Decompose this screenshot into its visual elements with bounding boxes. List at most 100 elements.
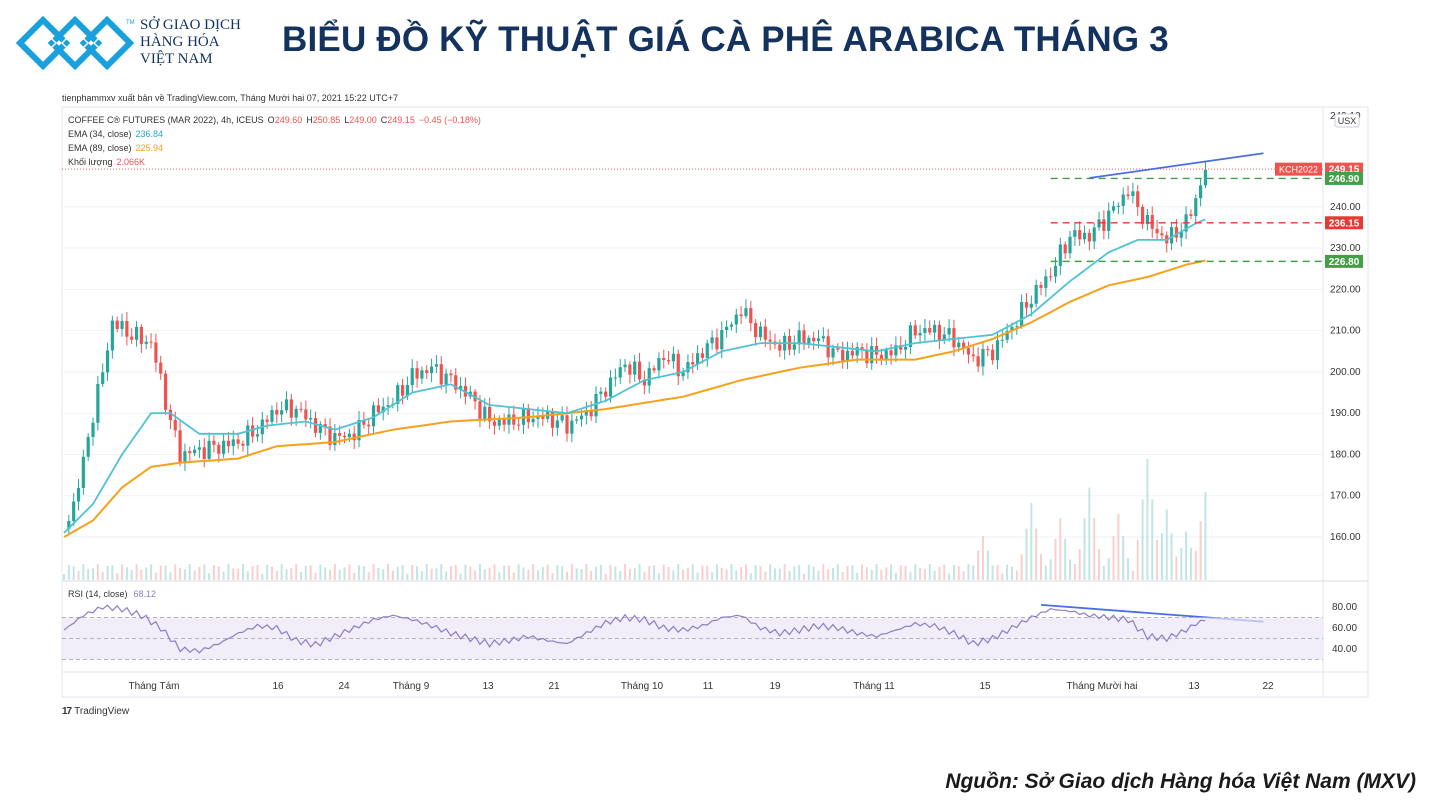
candle-body <box>744 308 748 317</box>
volume-bar <box>952 565 955 580</box>
candle-body <box>449 373 453 376</box>
currency-badge[interactable]: USX <box>1334 113 1360 128</box>
candle-body <box>313 418 318 433</box>
candle-body <box>845 350 850 361</box>
volume-bar <box>972 565 975 580</box>
candle-body <box>192 449 197 454</box>
volume-bar <box>609 564 612 580</box>
volume-bar <box>735 570 738 580</box>
candle-body <box>986 349 990 351</box>
volume-bar <box>798 564 801 580</box>
candle-body <box>681 372 685 377</box>
volume-bar <box>116 573 119 580</box>
volume-bar <box>812 566 815 580</box>
volume-bar <box>744 564 747 580</box>
y-tick-label: 220.00 <box>1330 284 1361 295</box>
volume-bar <box>638 564 641 580</box>
candle-body <box>555 420 559 428</box>
volume-bar <box>677 564 680 580</box>
candle-body <box>517 424 521 426</box>
candle-body <box>836 348 840 350</box>
volume-bar <box>783 564 786 580</box>
volume-bar <box>904 565 907 580</box>
logo-line-1: SỞ GIAO DỊCH <box>140 17 241 33</box>
volume-bar <box>682 569 685 580</box>
y-tick-label: 180.00 <box>1330 449 1361 460</box>
candle-body <box>1150 214 1154 229</box>
candle-body <box>304 409 308 420</box>
candle-body <box>488 406 492 422</box>
candle-body <box>971 354 975 357</box>
tradingview-brand[interactable]: 17 TradingView <box>62 706 129 717</box>
candle-body <box>1015 326 1019 328</box>
candle-body <box>594 393 598 417</box>
volume-bar <box>536 570 539 580</box>
volume-bar <box>653 565 656 580</box>
candle-body <box>1179 231 1183 238</box>
volume-bar <box>856 572 859 580</box>
volume-bar <box>991 565 994 580</box>
volume-bar <box>358 565 361 580</box>
volume-bar <box>1199 521 1202 580</box>
candle-body <box>932 324 937 333</box>
candle-body <box>81 456 85 488</box>
volume-bar <box>372 564 375 580</box>
candle-body <box>884 350 888 360</box>
candle-body <box>371 405 376 427</box>
candle-body <box>807 337 811 344</box>
candle-body <box>991 349 995 361</box>
volume-bar <box>203 564 206 580</box>
volume-bar <box>1141 499 1144 580</box>
candle-body <box>342 435 347 438</box>
volume-bar <box>633 568 636 580</box>
candle-body <box>608 377 613 397</box>
candle-body <box>816 338 821 342</box>
candle-body <box>923 328 927 333</box>
candle-body <box>1102 219 1106 231</box>
candle-body <box>637 361 642 380</box>
volume-bar <box>880 569 883 580</box>
candle-body <box>1194 198 1198 216</box>
candle-body <box>1082 232 1087 240</box>
candle-body <box>937 324 942 341</box>
candle-body <box>584 409 588 416</box>
volume-bar <box>1020 554 1023 580</box>
candle-body <box>1039 284 1043 288</box>
volume-bar <box>406 573 409 580</box>
volume-bar <box>1035 528 1038 580</box>
candle-body <box>1034 284 1038 304</box>
volume-bar <box>928 564 931 580</box>
volume-bar <box>382 569 385 580</box>
volume-bar <box>720 567 723 580</box>
candle-body <box>763 326 767 340</box>
volume-bar <box>309 565 312 580</box>
volume-bar <box>270 566 273 580</box>
candle-body <box>309 418 313 420</box>
candle-body <box>188 451 192 454</box>
x-tick-label: Tháng 9 <box>393 681 430 692</box>
volume-bar <box>169 572 172 580</box>
x-tick-label: Tháng Tám <box>129 681 180 692</box>
y-tick-label: 190.00 <box>1330 408 1361 419</box>
volume-bar <box>353 572 356 580</box>
volume-bar <box>836 564 839 580</box>
volume-bar <box>227 564 230 580</box>
volume-bar <box>251 566 254 580</box>
candle-body <box>671 353 676 362</box>
y-tick-label: 210.00 <box>1330 326 1361 337</box>
volume-bar <box>150 564 153 580</box>
volume-bar <box>1117 514 1120 580</box>
candle-body <box>700 353 705 358</box>
candle-body <box>1000 339 1004 341</box>
candle-body <box>134 326 139 340</box>
candle-body <box>1116 205 1120 207</box>
volume-bar <box>725 569 728 580</box>
candle-body <box>255 434 260 437</box>
volume-bar <box>686 567 689 580</box>
candle-body <box>579 415 584 420</box>
x-tick-label: Tháng 10 <box>621 681 664 692</box>
volume-bar <box>1131 570 1134 580</box>
candle-body <box>918 332 922 336</box>
x-tick-label: 15 <box>979 681 991 692</box>
